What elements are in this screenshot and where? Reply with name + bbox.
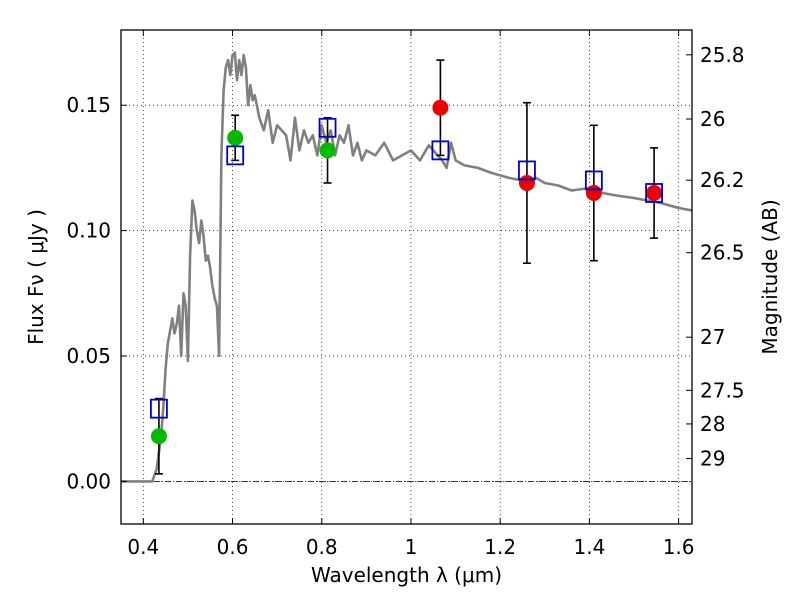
plot-frame bbox=[120, 29, 693, 525]
grid-lines bbox=[121, 30, 692, 524]
x-tick-label: 0.6 bbox=[217, 535, 249, 559]
plot-area bbox=[121, 51, 692, 483]
x-tick-label: 1.2 bbox=[484, 535, 516, 559]
photometry-point bbox=[646, 184, 663, 201]
synthetic-flux-square bbox=[518, 160, 536, 181]
y-tick-label: 0.15 bbox=[66, 93, 111, 117]
axis-ticks: 0.4 0.6 0.8 1 1.2 1.4 1.6 0.00 0.05 0.10 0.15 25.8 2… bbox=[66, 30, 745, 559]
mag-tick-label: 26.5 bbox=[700, 241, 745, 265]
synthetic-flux-square bbox=[431, 140, 450, 161]
y-tick-label: 0.05 bbox=[66, 344, 111, 368]
synthetic-flux-square bbox=[318, 117, 337, 138]
mag-tick-label: 27.5 bbox=[700, 378, 745, 402]
y-axis-label: Flux Fν ( μJy ) bbox=[24, 209, 48, 345]
x-tick-label: 0.8 bbox=[306, 535, 338, 559]
mag-tick-label: 28 bbox=[700, 412, 725, 436]
x-tick-label: 1.4 bbox=[573, 535, 605, 559]
x-tick-label: 0.4 bbox=[127, 535, 159, 559]
right-axis-label: Magnitude (AB) bbox=[758, 199, 782, 354]
photometry-point bbox=[227, 129, 244, 146]
photometry-point bbox=[432, 99, 449, 116]
y-tick-label: 0.10 bbox=[66, 219, 111, 243]
model-spectrum-line bbox=[121, 51, 692, 483]
mag-tick-label: 25.8 bbox=[700, 43, 745, 67]
synthetic-flux-square bbox=[645, 183, 663, 203]
mag-tick-label: 26.2 bbox=[700, 168, 745, 192]
x-axis-label: Wavelength λ (μm) bbox=[311, 563, 502, 587]
photometry-point bbox=[150, 428, 167, 445]
mag-tick-label: 29 bbox=[700, 447, 725, 471]
photometry-point bbox=[518, 174, 535, 191]
y-tick-label: 0.00 bbox=[66, 469, 111, 493]
synthetic-flux-square bbox=[584, 170, 603, 191]
photometry-point bbox=[585, 184, 602, 201]
mag-tick-label: 27 bbox=[700, 325, 725, 349]
photometry-point bbox=[319, 142, 336, 159]
synthetic-flux-square bbox=[226, 145, 245, 166]
synthetic-flux-square bbox=[150, 398, 168, 419]
x-tick-label: 1 bbox=[405, 535, 418, 559]
mag-tick-label: 26 bbox=[700, 107, 725, 131]
x-tick-label: 1.6 bbox=[663, 535, 695, 559]
